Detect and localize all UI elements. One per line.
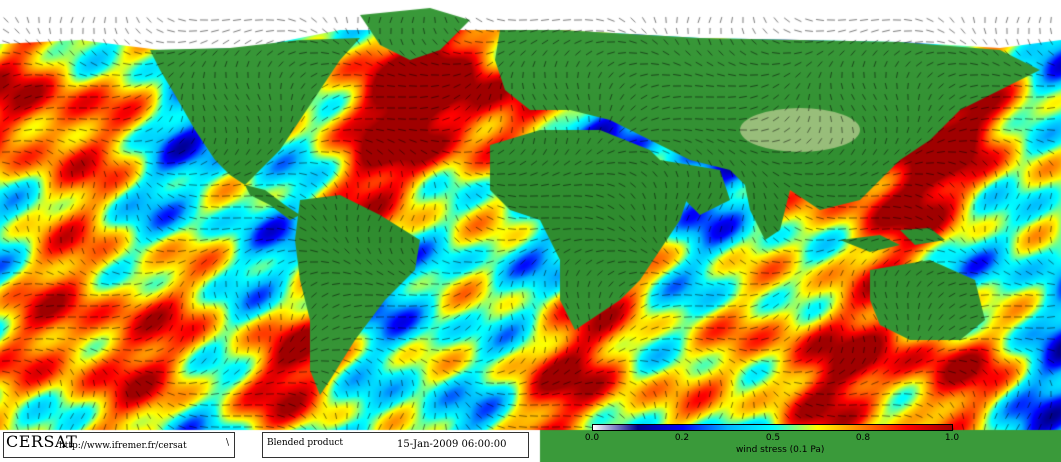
cersat-url-link[interactable]: http://www.ifremer.fr/cersat <box>59 441 187 451</box>
legend-title: wind stress (0.1 Pa) <box>736 445 825 455</box>
product-label: Blended product <box>267 438 344 448</box>
logo-mark: \ <box>225 438 229 448</box>
product-datetime: 15-Jan-2009 06:00:00 <box>397 439 507 450</box>
color-legend: 0.0 0.2 0.5 0.8 1.0 wind stress (0.1 Pa) <box>584 424 960 460</box>
legend-tick-2: 0.5 <box>765 433 781 443</box>
legend-tick-4: 1.0 <box>944 433 960 443</box>
legend-tick-3: 0.8 <box>855 433 871 443</box>
cersat-logo: CERSAT <box>6 432 78 451</box>
colorbar <box>592 424 953 431</box>
legend-tick-1: 0.2 <box>674 433 690 443</box>
product-info-box: Blended product 15-Jan-2009 06:00:00 <box>262 432 529 458</box>
legend-tick-0: 0.0 <box>584 433 600 443</box>
cersat-logo-box: CERSAT http://www.ifremer.fr/cersat \ <box>3 432 235 458</box>
